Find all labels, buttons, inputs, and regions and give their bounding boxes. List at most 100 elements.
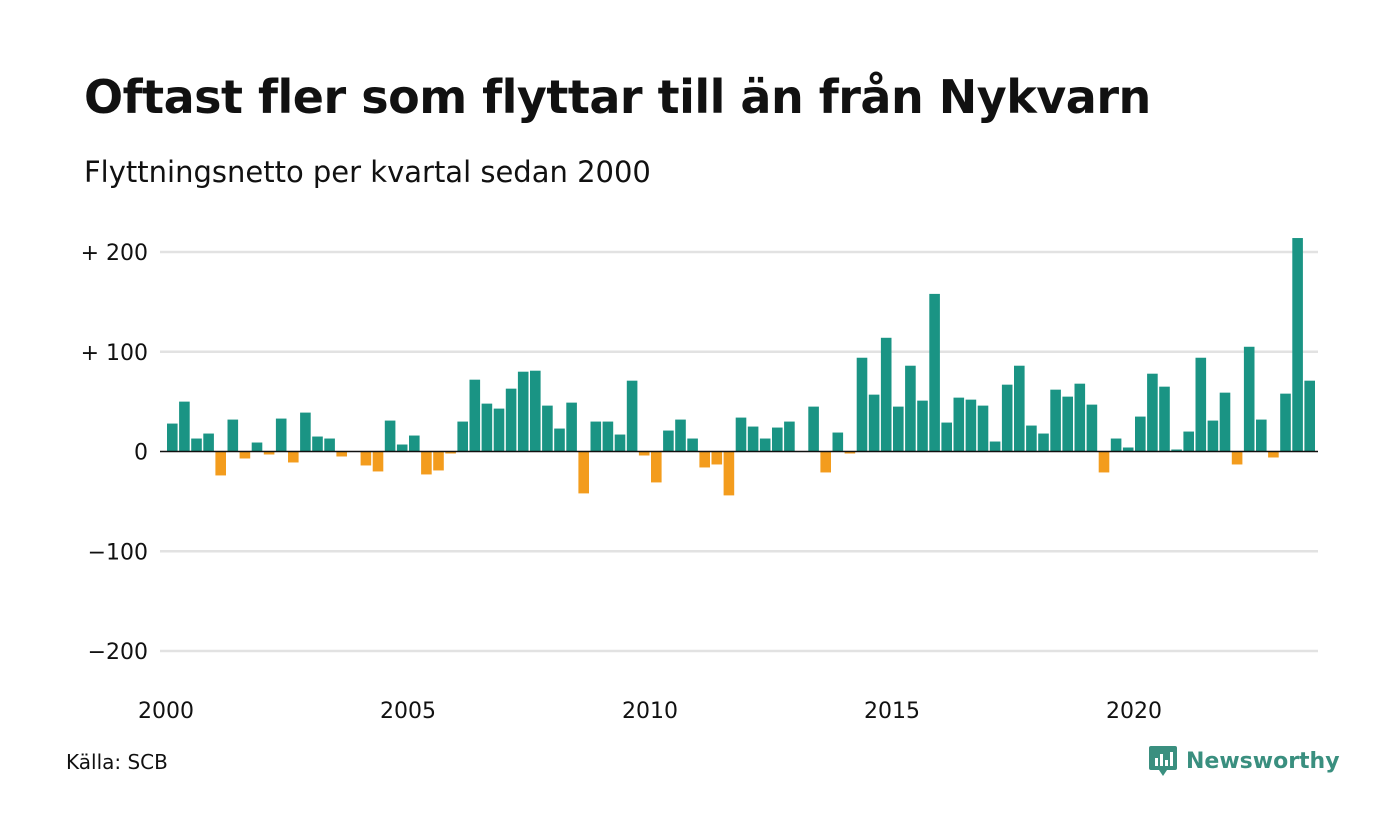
bar bbox=[893, 406, 904, 452]
bar bbox=[1171, 449, 1182, 452]
bar bbox=[953, 397, 965, 452]
bar bbox=[1135, 416, 1146, 452]
bar bbox=[1026, 425, 1037, 452]
bar bbox=[1256, 419, 1267, 452]
bar bbox=[312, 436, 323, 452]
bar bbox=[360, 451, 372, 466]
bar bbox=[772, 427, 783, 452]
bar bbox=[566, 402, 577, 452]
source-label: Källa: SCB bbox=[66, 750, 168, 774]
bar bbox=[1231, 451, 1243, 465]
bar bbox=[227, 419, 239, 452]
bar bbox=[1195, 357, 1207, 452]
bar bbox=[784, 421, 795, 452]
bar bbox=[554, 428, 565, 452]
bar bbox=[614, 434, 626, 452]
bar bbox=[457, 421, 468, 452]
bar bbox=[493, 408, 505, 452]
x-tick-label: 2010 bbox=[622, 699, 678, 724]
x-axis-labels: 2000 2005 2010 2015 2020 bbox=[138, 699, 1162, 724]
bar bbox=[1086, 404, 1098, 452]
chart-title: Oftast fler som flyttar till än från Nyk… bbox=[84, 70, 1151, 124]
bar bbox=[905, 365, 916, 452]
bar bbox=[989, 441, 1001, 452]
bar bbox=[251, 442, 263, 452]
bar bbox=[929, 293, 940, 452]
bar bbox=[880, 337, 892, 452]
bar bbox=[687, 438, 698, 452]
bar bbox=[578, 451, 589, 494]
bar bbox=[856, 357, 868, 452]
bar bbox=[191, 438, 202, 452]
brand-name: Newsworthy bbox=[1186, 748, 1340, 774]
bar bbox=[747, 426, 759, 452]
bars bbox=[167, 238, 1315, 496]
bar bbox=[517, 371, 529, 452]
bar bbox=[820, 451, 831, 473]
bar bbox=[396, 444, 408, 452]
bar bbox=[626, 380, 638, 452]
bar bbox=[808, 406, 819, 452]
bar bbox=[530, 370, 541, 452]
grid-lines bbox=[160, 250, 1318, 653]
bar bbox=[1050, 389, 1061, 452]
bar bbox=[421, 451, 432, 475]
bar bbox=[384, 420, 396, 452]
bar bbox=[179, 401, 190, 452]
bar bbox=[735, 417, 747, 452]
y-axis-labels: + 200 + 100 0 −100 −200 bbox=[81, 241, 148, 665]
bar bbox=[965, 399, 977, 452]
bar bbox=[1280, 393, 1291, 452]
x-tick-label: 2000 bbox=[138, 699, 194, 724]
bar bbox=[215, 451, 226, 476]
bar bbox=[433, 451, 444, 471]
bar bbox=[1243, 346, 1255, 452]
x-tick-label: 2015 bbox=[864, 699, 920, 724]
bar bbox=[372, 451, 384, 472]
x-tick-label: 2020 bbox=[1106, 699, 1162, 724]
bar bbox=[1001, 384, 1013, 452]
brand-logo: Newsworthy bbox=[1148, 744, 1340, 778]
bar bbox=[445, 451, 456, 454]
bar bbox=[1122, 447, 1134, 452]
bar bbox=[300, 412, 311, 452]
bar bbox=[167, 423, 178, 452]
bar bbox=[699, 451, 710, 468]
bar bbox=[759, 438, 771, 452]
bar bbox=[336, 451, 347, 457]
bar bbox=[868, 394, 880, 452]
bar bbox=[1292, 238, 1303, 452]
bar bbox=[711, 451, 723, 465]
bar bbox=[239, 451, 251, 459]
bar bbox=[288, 451, 299, 463]
y-tick-label: −200 bbox=[88, 640, 148, 665]
y-tick-label: + 200 bbox=[81, 241, 148, 266]
bar bbox=[203, 433, 214, 452]
bar bbox=[1110, 438, 1122, 452]
bar bbox=[723, 451, 735, 496]
bar bbox=[1074, 383, 1086, 452]
chart-subtitle: Flyttningsnetto per kvartal sedan 2000 bbox=[84, 155, 651, 189]
bar bbox=[917, 400, 928, 452]
bar bbox=[844, 451, 856, 454]
bar bbox=[1038, 433, 1049, 452]
bar bbox=[977, 405, 989, 452]
bar bbox=[1219, 392, 1231, 452]
bar bbox=[590, 421, 602, 452]
bar bbox=[275, 418, 287, 452]
bar bbox=[675, 419, 686, 452]
bar bbox=[324, 438, 335, 452]
bar bbox=[1207, 420, 1219, 452]
bar bbox=[1147, 373, 1158, 452]
bar bbox=[469, 379, 481, 452]
bar bbox=[1159, 386, 1170, 452]
bar bbox=[832, 432, 844, 452]
bar bbox=[263, 451, 275, 455]
y-tick-label: −100 bbox=[88, 540, 148, 565]
bar bbox=[1014, 365, 1025, 452]
bar bbox=[481, 403, 493, 452]
bar bbox=[505, 388, 517, 452]
bar bbox=[1183, 431, 1194, 452]
bar bbox=[651, 451, 662, 483]
